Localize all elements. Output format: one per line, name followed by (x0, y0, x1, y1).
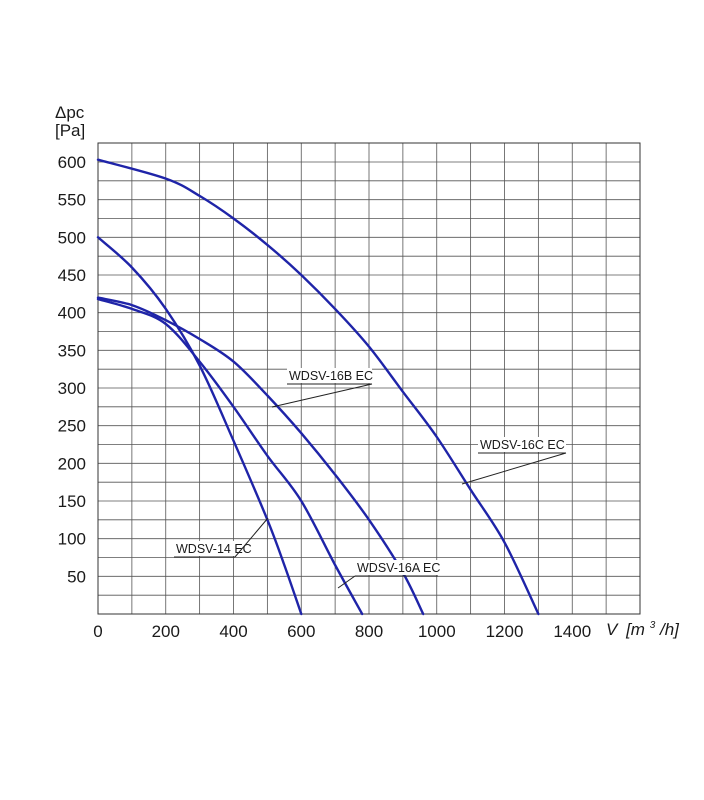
curve-label-background (355, 560, 438, 575)
curve-label-text: WDSV-14 EC (176, 542, 252, 556)
curve-label-leader (234, 517, 269, 558)
chart-grid (98, 143, 640, 614)
y-tick-label: 450 (58, 266, 86, 285)
curve-label-leader (271, 383, 373, 408)
y-tick-label: 400 (58, 304, 86, 323)
curve-label-background (287, 368, 372, 383)
plot-frame (97, 142, 641, 615)
x-tick-label: 600 (287, 622, 315, 641)
y-tick-label: 200 (58, 454, 86, 473)
y-tick-label: 300 (58, 379, 86, 398)
y-tick-label: 100 (58, 530, 86, 549)
x-tick-label: 1200 (486, 622, 524, 641)
y-tick-label: 500 (58, 228, 86, 247)
x-tick-label: 400 (219, 622, 247, 641)
x-axis-title-unit-a: [m (625, 620, 645, 639)
curves-group (96, 158, 540, 616)
curve-label-text: WDSV-16B EC (289, 369, 373, 383)
y-tick-label: 600 (58, 153, 86, 172)
curve-wdsv-14-ec (96, 236, 303, 616)
x-tick-label: 200 (152, 622, 180, 641)
curve-wdsv-16c-ec (96, 158, 540, 616)
curve-wdsv-16b-ec (96, 296, 425, 616)
y-axis-title-line2: [Pa] (55, 121, 85, 140)
y-tick-labels: 50 100 150 200 250 300 350 400 450 500 550 600 (58, 153, 86, 586)
x-tick-labels: 0 200 400 600 800 1000 1200 1400 (93, 622, 591, 641)
curve-labels-group: WDSV-14 EC WDSV-16A EC WDSV-16B EC WDSV-16C… (174, 368, 567, 589)
curve-label-leader (461, 452, 567, 485)
curve-label-wdsv-16b-ec: WDSV-16B EC (271, 368, 373, 408)
x-tick-label: 800 (355, 622, 383, 641)
y-tick-label: 250 (58, 417, 86, 436)
y-tick-label: 50 (67, 567, 86, 586)
y-tick-label: 150 (58, 492, 86, 511)
curve-label-text: WDSV-16A EC (357, 561, 440, 575)
x-tick-label: 1400 (553, 622, 591, 641)
curve-label-background (478, 437, 566, 452)
y-tick-label: 350 (58, 341, 86, 360)
x-axis-title-unit-b: /h] (659, 620, 680, 639)
curve-label-wdsv-16c-ec: WDSV-16C EC (461, 437, 567, 485)
y-axis-title-line1: Δpc (55, 103, 85, 122)
x-tick-label: 0 (93, 622, 102, 641)
y-tick-label: 550 (58, 191, 86, 210)
curve-label-text: WDSV-16C EC (480, 438, 565, 452)
curve-label-leader (337, 575, 356, 589)
curve-label-background (174, 541, 235, 556)
curve-label-wdsv-16a-ec: WDSV-16A EC (337, 560, 440, 589)
x-axis-title: V [m 3 /h] (606, 613, 680, 639)
curve-wdsv-16a-ec (96, 297, 364, 616)
x-axis-title-unit-sup: 3 (650, 620, 656, 631)
curve-label-wdsv-14-ec: WDSV-14 EC (174, 517, 269, 558)
x-axis-title-symbol: V (606, 620, 619, 639)
x-tick-label: 1000 (418, 622, 456, 641)
